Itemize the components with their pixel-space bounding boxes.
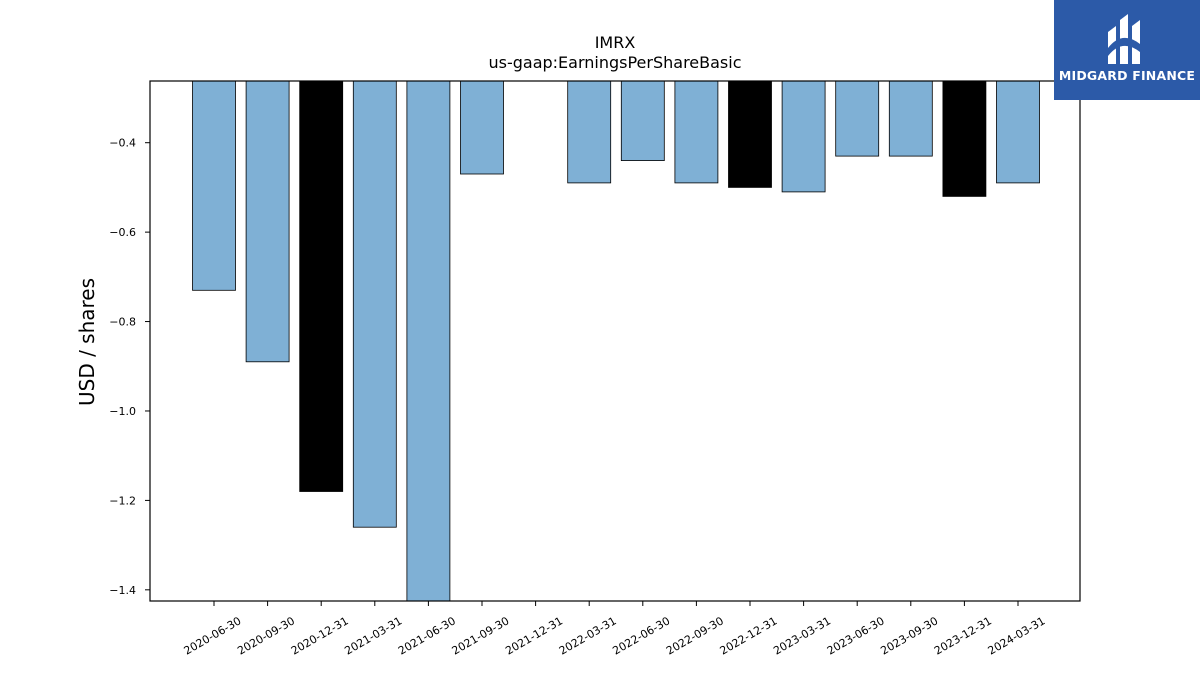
y-axis-label: USD / shares	[75, 278, 99, 406]
bar-2020-06-30	[192, 80, 236, 291]
bar-2022-06-30	[620, 80, 665, 161]
y-tick-label: −0.6	[109, 226, 136, 239]
x-tick-label: 2023-03-31	[771, 614, 833, 657]
bar-2023-12-31	[942, 80, 987, 197]
bar-group	[192, 80, 1040, 602]
chart-title: IMRX	[595, 33, 636, 52]
bar-2023-06-30	[835, 80, 880, 157]
x-tick-label: 2022-03-31	[557, 614, 619, 657]
x-tick-label: 2020-09-30	[235, 614, 297, 657]
y-tick-label: −0.4	[109, 137, 136, 150]
y-tick-label: −1.0	[109, 405, 136, 418]
y-tick-label: −0.8	[109, 316, 136, 329]
bar-2021-09-30	[460, 80, 504, 175]
x-tick-label: 2021-06-30	[396, 614, 458, 657]
midgard-finance-logo: MIDGARD FINANCE	[1054, 0, 1200, 100]
bar-2023-03-31	[781, 80, 826, 193]
y-tick-label: −1.2	[109, 494, 136, 507]
x-tick-label: 2023-09-30	[878, 614, 940, 657]
logo-mark-icon	[1108, 14, 1140, 64]
x-tick-label: 2020-12-31	[289, 614, 351, 657]
bar-2021-03-31	[352, 80, 397, 528]
x-tick-label: 2021-12-31	[503, 614, 565, 657]
bar-2020-12-31	[299, 80, 344, 492]
y-ticks: −0.4 −0.6 −0.8 −1.0 −1.2 −1.4	[109, 137, 150, 597]
bar-2024-03-31	[996, 80, 1040, 184]
bar-2022-09-30	[674, 80, 719, 184]
chart-subtitle: us-gaap:EarningsPerShareBasic	[488, 53, 741, 72]
x-tick-label: 2023-06-30	[825, 614, 887, 657]
x-tick-label: 2024-03-31	[986, 614, 1048, 657]
x-tick-label: 2022-06-30	[610, 614, 672, 657]
bar-2022-03-31	[567, 80, 612, 184]
x-ticks: 2020-06-302020-09-302020-12-312021-03-31…	[182, 601, 1048, 658]
y-tick-label: −1.4	[109, 584, 136, 597]
bar-2022-12-31	[728, 80, 772, 188]
x-tick-label: 2021-09-30	[450, 614, 512, 657]
x-tick-label: 2021-03-31	[342, 614, 404, 657]
bar-2020-09-30	[245, 80, 290, 363]
x-tick-label: 2023-12-31	[932, 614, 994, 657]
bar-2021-06-30	[406, 80, 451, 602]
x-tick-label: 2022-09-30	[664, 614, 726, 657]
x-tick-label: 2022-12-31	[718, 614, 780, 657]
plot-frame	[149, 80, 1081, 602]
logo-text: MIDGARD FINANCE	[1058, 68, 1196, 83]
bar-2023-09-30	[888, 80, 933, 157]
x-tick-label: 2020-06-30	[182, 614, 244, 657]
